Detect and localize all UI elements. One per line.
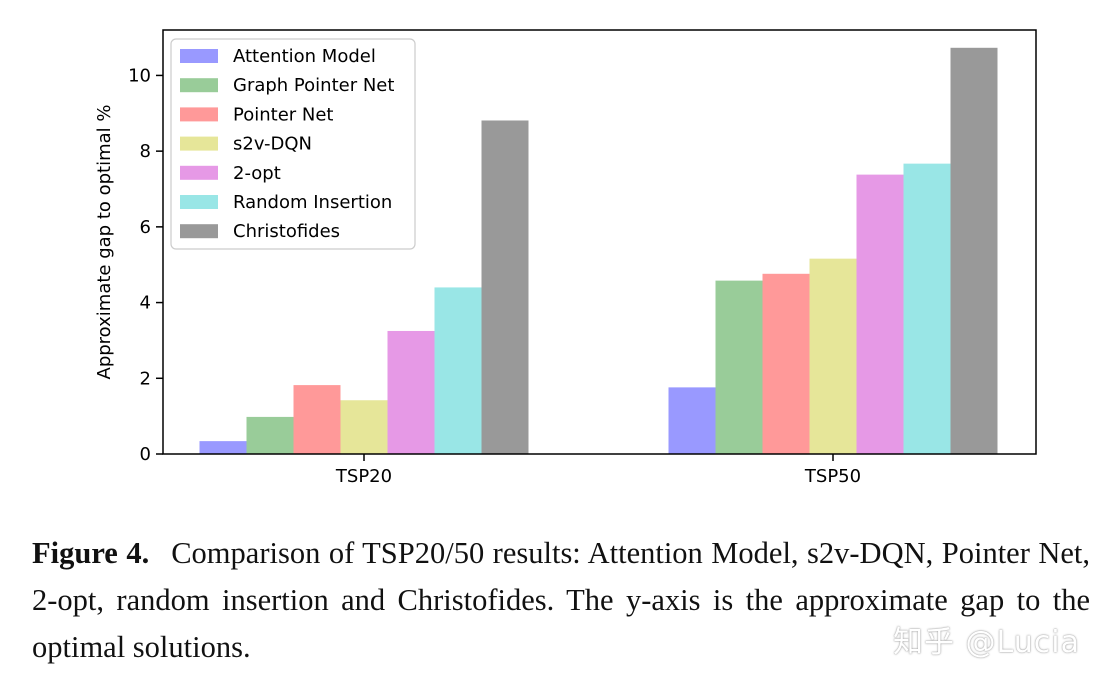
legend-label: Graph Pointer Net (233, 75, 394, 96)
bar-pointer-net-tsp50 (762, 273, 810, 454)
bar-attention-model-tsp20 (199, 441, 247, 454)
bar-2-opt-tsp20 (387, 330, 435, 454)
legend-label: Christofides (233, 221, 340, 242)
x-axis: TSP20 TSP50 (335, 454, 861, 487)
bar-graph-pointer-net-tsp50 (715, 280, 763, 454)
y-tick-label: 10 (128, 65, 151, 86)
legend-swatch (180, 224, 218, 239)
watermark-text: 知乎 @Lucia (893, 625, 1080, 660)
legend-swatch (180, 195, 218, 209)
y-tick-label: 2 (140, 368, 151, 389)
legend-swatch (180, 136, 218, 151)
bar-christofides-tsp20 (481, 120, 529, 454)
y-tick-label: 0 (140, 444, 151, 465)
caption-text: Comparison of TSP20/50 results: Attentio… (32, 536, 1091, 664)
bar-random-insertion-tsp50 (903, 163, 951, 454)
legend-swatch (180, 165, 218, 180)
bar-christofides-tsp50 (950, 47, 998, 455)
bar-chart: 0 2 4 6 8 10 TSP20 TSP50 Approximate gap to op… (94, 29, 1037, 487)
y-tick-label: 6 (140, 217, 151, 238)
bar-s2v-dqn-tsp20 (340, 400, 388, 454)
figure-caption: Figure 4. Comparison of TSP20/50 results:… (32, 530, 1090, 671)
y-axis: 0 2 4 6 8 10 (128, 65, 163, 465)
plot-frame (162, 29, 1037, 455)
y-tick-label: 8 (140, 141, 151, 162)
legend-swatch (180, 107, 218, 122)
bar-random-insertion-tsp20 (434, 287, 482, 454)
bar-2-opt-tsp50 (856, 174, 904, 454)
x-tick-label-tsp50: TSP50 (804, 466, 861, 487)
legend: Attention Model Graph Pointer Net Pointer … (170, 38, 416, 250)
bar-pointer-net-tsp20 (293, 385, 341, 454)
bar-attention-model-tsp50 (668, 387, 716, 454)
legend-label: Attention Model (233, 46, 376, 67)
legend-box (170, 38, 416, 250)
y-tick-label: 4 (140, 293, 151, 314)
legend-swatch (180, 78, 218, 93)
figure-label: Figure 4. (32, 536, 150, 570)
bar-s2v-dqn-tsp50 (809, 258, 857, 454)
y-axis-label: Approximate gap to optimal % (94, 105, 115, 380)
legend-label: s2v-DQN (233, 134, 312, 155)
legend-label: 2-opt (233, 163, 281, 184)
legend-label: Pointer Net (233, 104, 334, 125)
bars-group (199, 47, 998, 455)
bar-graph-pointer-net-tsp20 (246, 416, 294, 454)
legend-swatch (180, 49, 218, 63)
legend-label: Random Insertion (233, 192, 392, 213)
x-tick-label-tsp20: TSP20 (335, 466, 392, 487)
